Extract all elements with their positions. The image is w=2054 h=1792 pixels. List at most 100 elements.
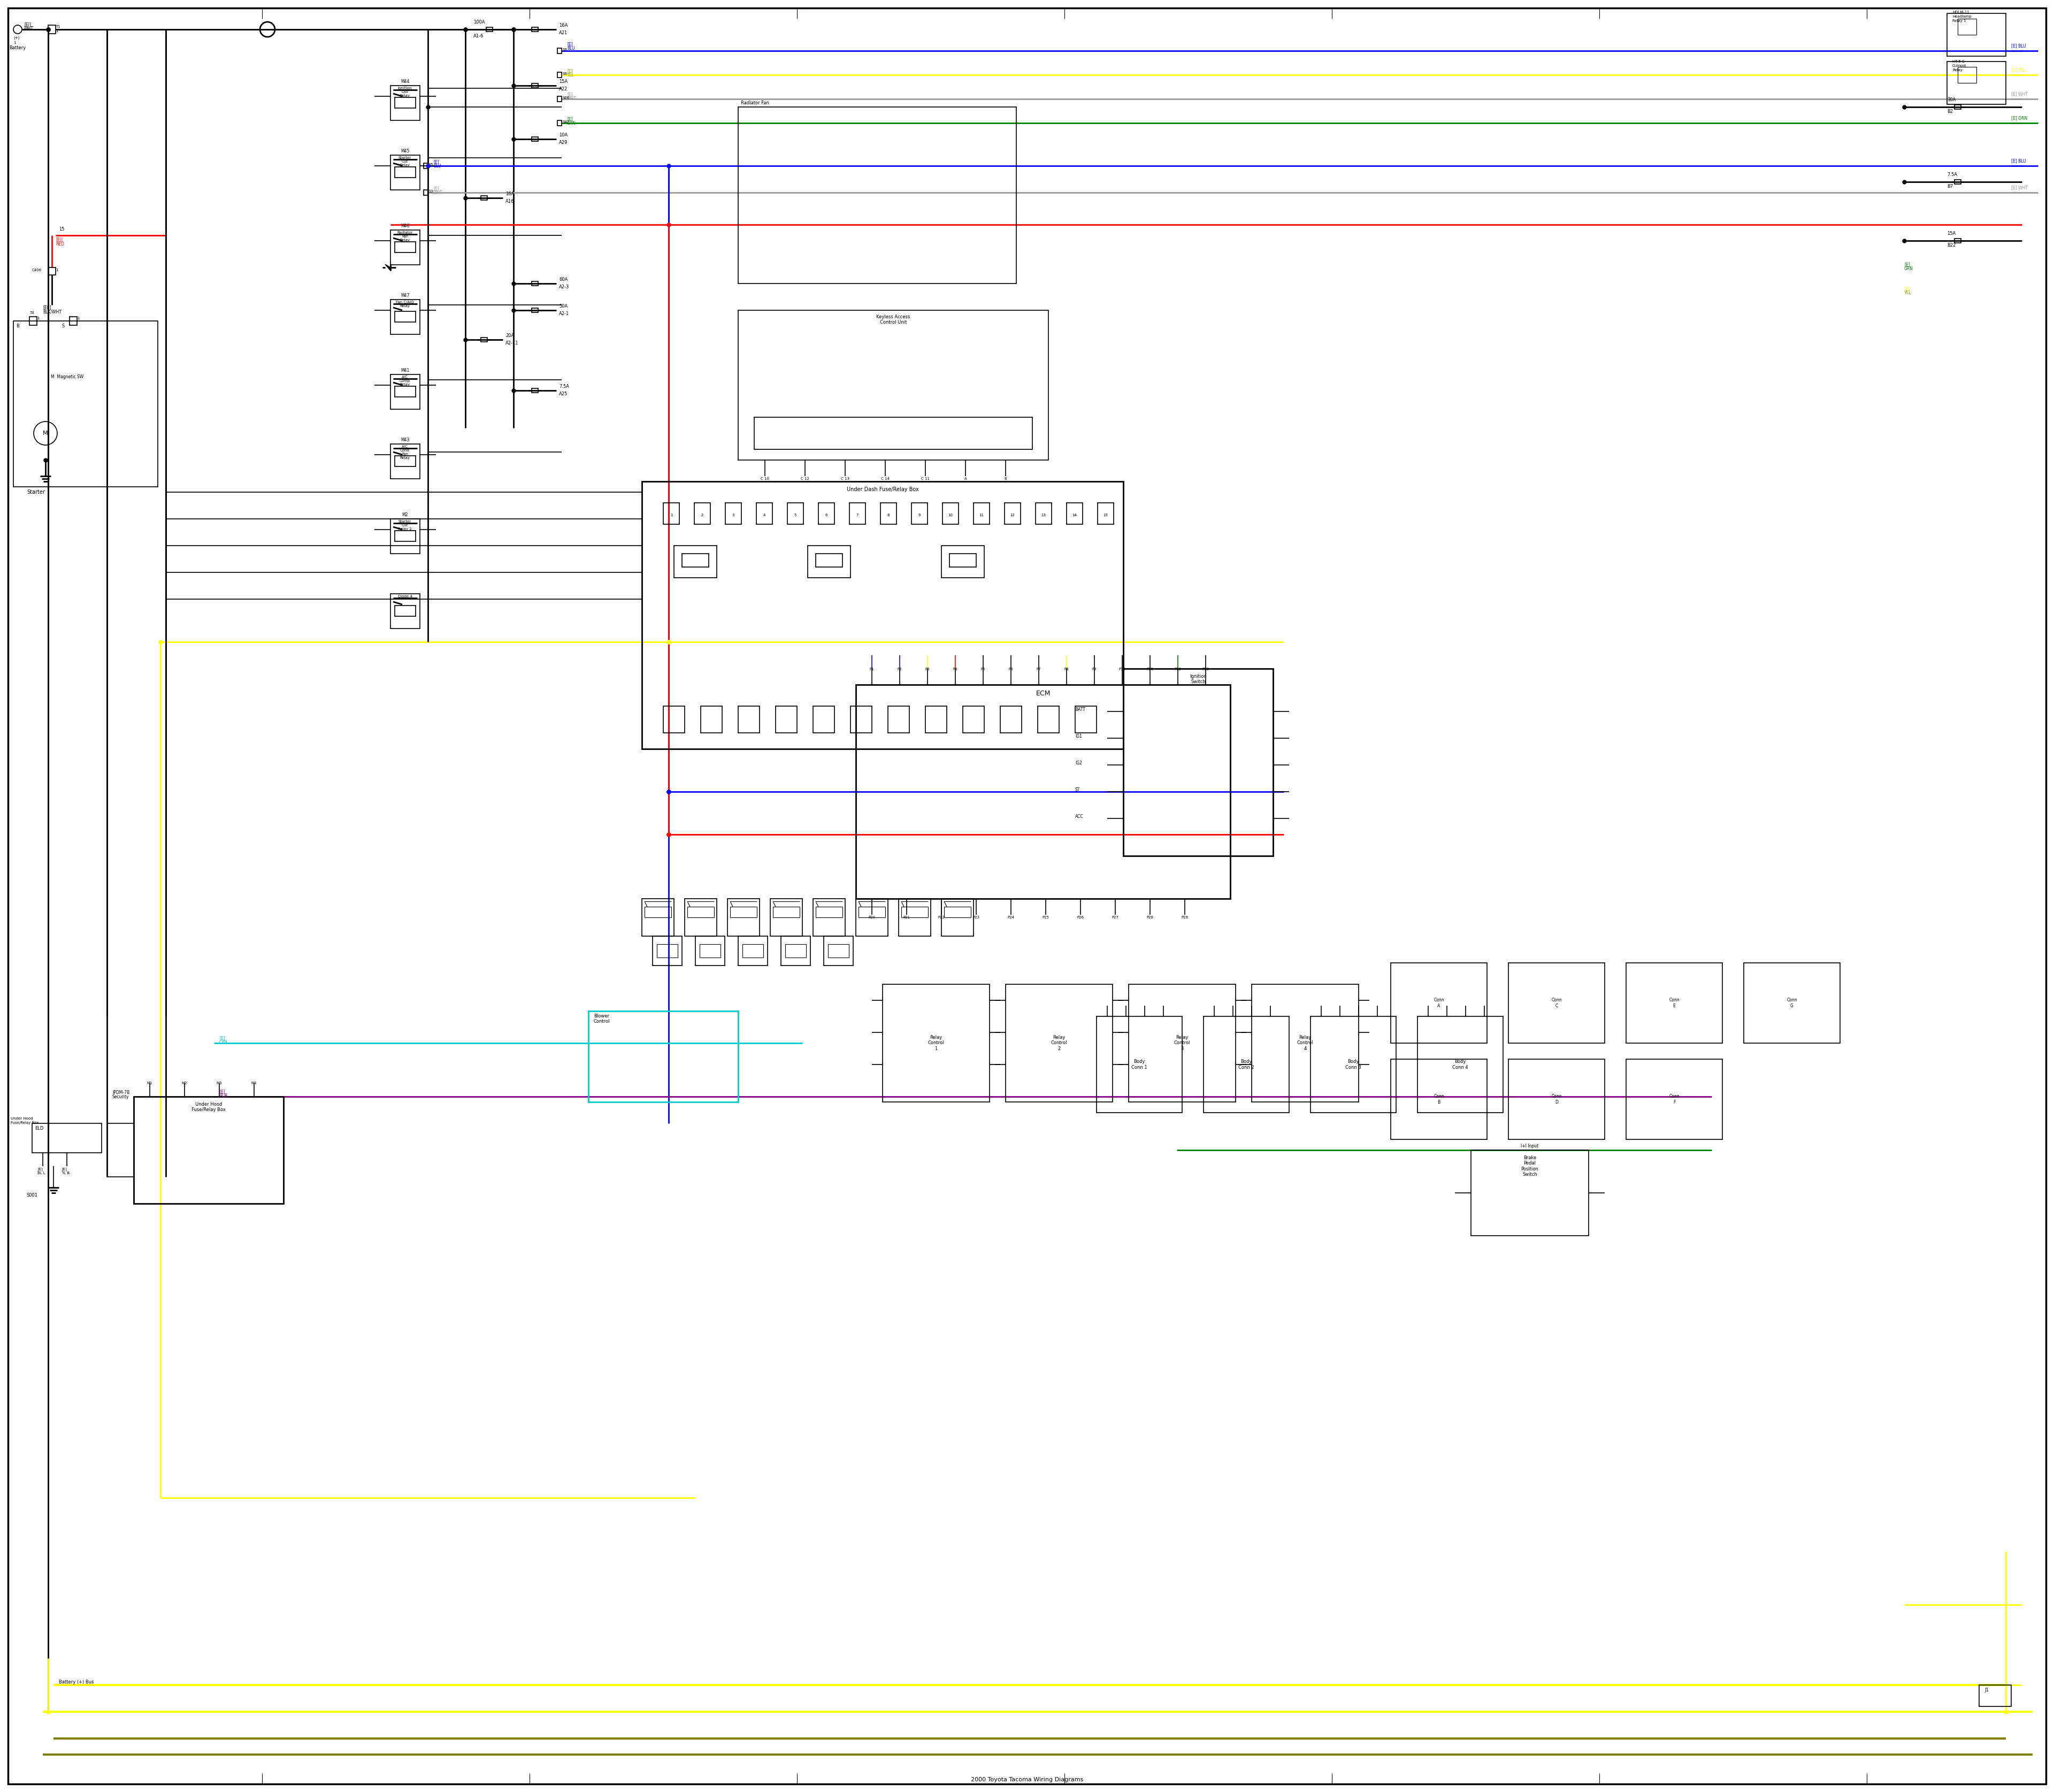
Text: M1: M1 (148, 1082, 152, 1084)
Bar (532, 281, 538, 285)
Text: [E]: [E] (567, 68, 573, 73)
Bar (390, 444, 419, 478)
Text: C 12: C 12 (801, 477, 809, 480)
Bar (787, 504, 803, 525)
Text: I+I Input: I+I Input (1520, 1143, 1538, 1149)
Text: BLK/WHT: BLK/WHT (43, 310, 62, 314)
Text: Keyless Access
Control Unit: Keyless Access Control Unit (877, 315, 910, 324)
Text: A2-1: A2-1 (559, 312, 569, 315)
Text: Relay
Control
4: Relay Control 4 (1296, 1036, 1313, 1052)
Text: 7: 7 (857, 514, 859, 516)
Text: 12: 12 (1011, 514, 1015, 516)
Bar (1391, 1059, 1487, 1140)
Bar (394, 97, 415, 108)
Text: P11: P11 (1146, 668, 1154, 670)
Text: 10: 10 (949, 514, 953, 516)
Bar (481, 195, 487, 201)
Bar (1955, 238, 1962, 244)
Text: 16A: 16A (505, 192, 514, 197)
Text: [E]: [E] (567, 116, 573, 122)
Text: P12: P12 (1175, 668, 1181, 670)
Text: Battery: Battery (8, 45, 27, 50)
Bar (1097, 1016, 1183, 1113)
Bar (949, 554, 976, 566)
Text: HT-5 C: HT-5 C (1953, 59, 1964, 63)
Text: 2000 Toyota Tacoma Wiring Diagrams: 2000 Toyota Tacoma Wiring Diagrams (972, 1778, 1082, 1783)
Text: Body
Conn 3: Body Conn 3 (1345, 1059, 1362, 1070)
Bar (941, 898, 974, 935)
Bar (1074, 706, 1097, 733)
Text: Blower
Control: Blower Control (594, 1014, 610, 1023)
Text: Brake
Pedal
Position
Switch: Brake Pedal Position Switch (1522, 1156, 1538, 1177)
Bar (737, 935, 768, 966)
Text: A1-6: A1-6 (472, 34, 485, 38)
Text: GRN: GRN (1904, 267, 1914, 271)
Bar (1251, 984, 1358, 1102)
Text: A29: A29 (559, 140, 567, 145)
Text: CYN: CYN (220, 1039, 228, 1045)
Text: [E] WHT: [E] WHT (2011, 91, 2027, 97)
Bar (532, 84, 538, 88)
Text: A25: A25 (559, 392, 567, 396)
Bar (694, 504, 711, 525)
Text: S42: S42 (563, 120, 569, 124)
Bar (394, 387, 415, 396)
Bar (1947, 13, 2007, 56)
Bar (729, 907, 756, 918)
Bar (813, 706, 834, 733)
Text: M47: M47 (401, 294, 409, 297)
Text: P10: P10 (1119, 668, 1126, 670)
Text: 9: 9 (918, 514, 920, 516)
Text: IPDM-7B: IPDM-7B (113, 1090, 129, 1095)
Text: M4: M4 (251, 1082, 257, 1084)
Bar (1947, 61, 2007, 104)
Bar (394, 312, 415, 323)
Text: 15A: 15A (1947, 231, 1955, 237)
Text: 2: 2 (700, 514, 702, 516)
Bar (1627, 962, 1723, 1043)
Text: A: A (963, 477, 967, 480)
Text: [E]: [E] (1904, 262, 1910, 267)
Bar (1957, 18, 1976, 34)
Text: [E]: [E] (433, 186, 440, 192)
Text: 16A: 16A (559, 23, 567, 29)
Bar (1124, 668, 1273, 857)
Text: Current: Current (1953, 65, 1966, 68)
Bar (776, 706, 797, 733)
Bar (390, 375, 419, 409)
Text: S66: S66 (563, 97, 569, 100)
Text: P1: P1 (869, 668, 875, 670)
Bar (29, 317, 37, 324)
Bar (815, 554, 842, 566)
Text: Relay: Relay (1953, 68, 1962, 72)
Bar (663, 706, 684, 733)
Bar (390, 156, 419, 190)
Bar (47, 25, 55, 34)
Text: 7.5A: 7.5A (559, 383, 569, 389)
Bar (737, 706, 760, 733)
Text: Starter
Cut
Relay 2: Starter Cut Relay 2 (398, 520, 411, 530)
Text: P23: P23 (974, 916, 980, 919)
Text: GRN: GRN (567, 120, 575, 125)
Text: [E]: [E] (1904, 287, 1910, 290)
Text: M3: M3 (216, 1082, 222, 1084)
Text: 1: 1 (55, 29, 58, 32)
Bar (1980, 1684, 2011, 1706)
Text: 10A: 10A (559, 133, 567, 138)
Bar (741, 944, 764, 957)
Text: J1: J1 (1984, 1688, 1988, 1692)
Text: WHT: WHT (25, 27, 33, 30)
Text: RED: RED (55, 242, 64, 247)
Bar (943, 504, 959, 525)
Text: M2: M2 (403, 513, 409, 518)
Text: M2: M2 (181, 1082, 187, 1084)
Text: [EE]: [EE] (43, 305, 51, 310)
Text: Conn
C: Conn C (1551, 998, 1561, 1009)
Text: P6: P6 (1009, 668, 1013, 670)
Bar (900, 898, 930, 935)
Text: ACC: ACC (1074, 814, 1085, 819)
Text: A22: A22 (559, 86, 567, 91)
Bar (850, 504, 865, 525)
Text: [E]: [E] (433, 159, 440, 165)
Text: B2: B2 (1947, 109, 1953, 115)
